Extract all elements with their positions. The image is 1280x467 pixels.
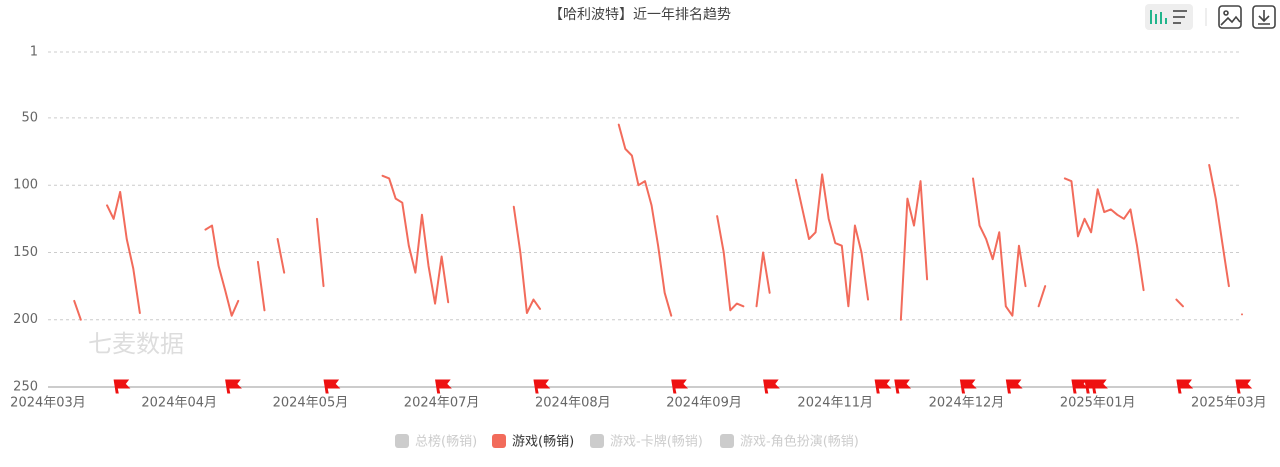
bar-view-button[interactable] [1150, 10, 1167, 24]
legend-swatch[interactable] [590, 434, 604, 448]
y-tick-label: 150 [13, 245, 38, 260]
save-image-button[interactable] [1218, 5, 1242, 29]
event-flag [1005, 379, 1023, 394]
chart-title: 【哈利波特】近一年排名趋势 [549, 7, 731, 23]
y-tick-label: 250 [13, 380, 38, 395]
y-tick-label: 1 [30, 45, 38, 60]
event-flag [1235, 379, 1253, 394]
legend: 总榜(畅销) 游戏(畅销) 游戏-卡牌(畅销) 游戏-角色扮演(畅销) [395, 434, 859, 450]
event-flag [435, 379, 452, 394]
x-tick-label: 2024年04月 [141, 396, 217, 411]
legend-label[interactable]: 游戏(畅销) [512, 435, 574, 450]
watermark: 七麦数据 [88, 330, 184, 358]
x-tick-label: 2024年09月 [666, 396, 742, 411]
x-tick-label: 2024年03月 [10, 396, 86, 411]
event-flag [533, 379, 551, 394]
x-tick-label: 2025年01月 [1060, 396, 1136, 411]
legend-swatch[interactable] [720, 434, 734, 448]
y-tick-label: 200 [13, 312, 38, 327]
event-flag [874, 379, 892, 394]
event-flag [323, 379, 341, 394]
x-tick-label: 2025年03月 [1191, 396, 1267, 411]
y-tick-label: 50 [21, 110, 38, 125]
event-flag [1091, 379, 1108, 394]
list-view-button[interactable] [1173, 10, 1187, 24]
x-tick-label: 2024年12月 [929, 396, 1005, 411]
y-tick-label: 100 [13, 178, 38, 193]
legend-label[interactable]: 游戏-角色扮演(畅销) [740, 434, 859, 450]
event-flag [763, 379, 780, 394]
download-button[interactable] [1252, 5, 1276, 29]
event-flag [894, 379, 912, 394]
event-flag [225, 379, 242, 394]
x-tick-label: 2024年11月 [797, 396, 873, 411]
x-tick-label: 2024年05月 [273, 396, 349, 411]
toolbar [1145, 4, 1276, 30]
legend-swatch[interactable] [492, 434, 506, 448]
x-tick-label: 2024年08月 [535, 396, 611, 411]
event-flag [113, 379, 131, 394]
x-tick-label: 2024年07月 [404, 396, 480, 411]
event-flag [959, 379, 977, 394]
legend-label[interactable]: 总榜(畅销) [415, 434, 477, 450]
event-flag [671, 379, 689, 394]
event-flag [1176, 379, 1194, 394]
legend-swatch[interactable] [395, 434, 409, 448]
toolbar-group [1145, 4, 1193, 30]
series-line [73, 123, 1243, 321]
legend-label[interactable]: 游戏-卡牌(畅销) [610, 434, 703, 450]
event-flag [1071, 379, 1089, 394]
